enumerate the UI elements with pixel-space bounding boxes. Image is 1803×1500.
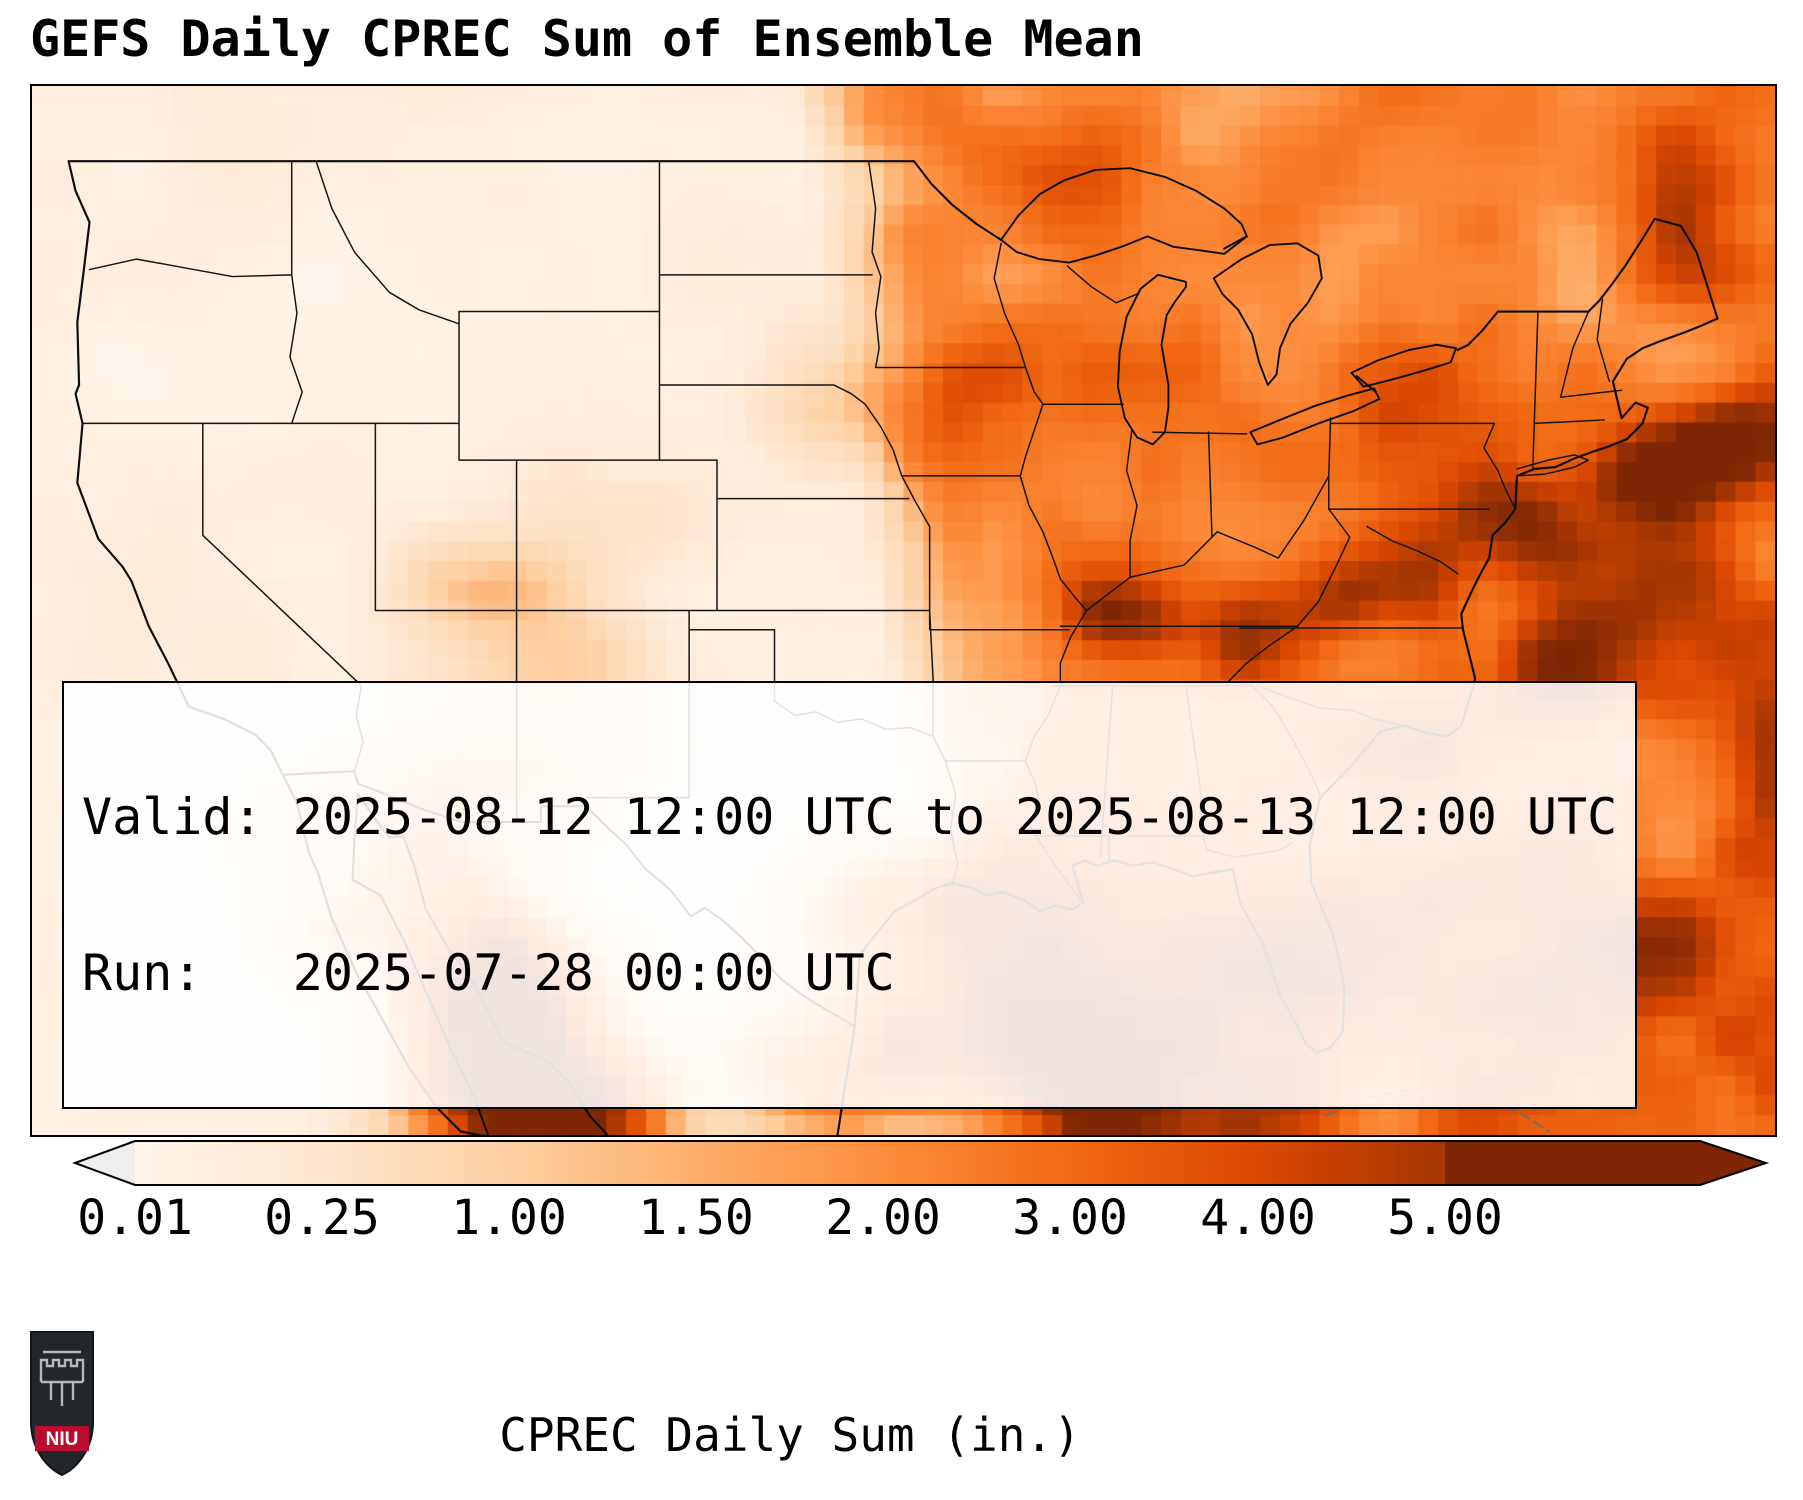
colorbar-outline [72, 1140, 1770, 1186]
info-box: Valid: 2025-08-12 12:00 UTC to 2025-08-1… [62, 681, 1638, 1109]
canada-border [67, 160, 1719, 394]
logo-banner [35, 1426, 89, 1451]
colorbar-tick-label: 3.00 [1012, 1190, 1128, 1246]
niu-logo: NIU [30, 1331, 94, 1477]
colorbar-tick-label: 0.01 [77, 1190, 193, 1246]
logo-text: NIU [46, 1429, 79, 1450]
colorbar [72, 1140, 1770, 1186]
colorbar-gradient [135, 1141, 1445, 1185]
colorbar-tick-label: 1.00 [451, 1190, 567, 1246]
colorbar-over-segment [1445, 1141, 1700, 1185]
colorbar-label: CPREC Daily Sum (in.) [499, 1408, 1081, 1462]
great-lakes-outline [1000, 167, 1457, 446]
colorbar-tick-label: 1.50 [638, 1190, 754, 1246]
colorbar-tick-label: 4.00 [1200, 1190, 1316, 1246]
colorbar-ticks: 0.01 0.25 1.00 1.50 2.00 3.00 4.00 5.00 [0, 1190, 1803, 1250]
colorbar-over-arrow [1700, 1141, 1766, 1185]
colorbar-tick-label: 5.00 [1387, 1190, 1503, 1246]
figure-title: GEFS Daily CPREC Sum of Ensemble Mean [30, 10, 1144, 68]
valid-time-text: Valid: 2025-08-12 12:00 UTC to 2025-08-1… [82, 788, 1618, 846]
colorbar-under-arrow [75, 1141, 135, 1185]
colorbar-tick-label: 0.25 [264, 1190, 380, 1246]
run-time-text: Run: 2025-07-28 00:00 UTC [82, 944, 895, 1002]
colorbar-tick-label: 2.00 [825, 1190, 941, 1246]
map-panel: Valid: 2025-08-12 12:00 UTC to 2025-08-1… [30, 84, 1777, 1137]
castle-icon [39, 1350, 85, 1406]
